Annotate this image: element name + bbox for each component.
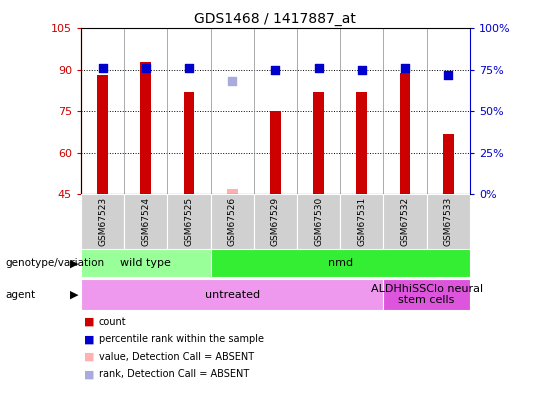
Point bbox=[98, 65, 107, 71]
Bar bbox=[340, 194, 383, 249]
Bar bbox=[227, 189, 238, 194]
Bar bbox=[97, 75, 108, 194]
Bar bbox=[81, 194, 124, 249]
Bar bbox=[211, 249, 470, 277]
Point bbox=[357, 67, 366, 73]
Bar bbox=[383, 279, 470, 310]
Text: ■: ■ bbox=[84, 335, 94, 344]
Text: GSM67533: GSM67533 bbox=[444, 197, 453, 246]
Bar bbox=[254, 194, 297, 249]
Text: genotype/variation: genotype/variation bbox=[5, 258, 105, 268]
Text: GSM67532: GSM67532 bbox=[401, 197, 409, 246]
Text: untreated: untreated bbox=[205, 290, 260, 300]
Bar bbox=[427, 194, 470, 249]
Bar bbox=[313, 92, 324, 194]
Point bbox=[314, 65, 323, 71]
Bar bbox=[400, 72, 410, 194]
Point bbox=[401, 65, 409, 71]
Bar bbox=[383, 194, 427, 249]
Text: GSM67530: GSM67530 bbox=[314, 197, 323, 246]
Point bbox=[185, 65, 193, 71]
Point bbox=[228, 78, 237, 85]
Bar bbox=[81, 279, 383, 310]
Bar bbox=[211, 194, 254, 249]
Bar bbox=[356, 92, 367, 194]
Text: count: count bbox=[99, 317, 126, 327]
Text: nmd: nmd bbox=[328, 258, 353, 268]
Text: GSM67523: GSM67523 bbox=[98, 197, 107, 246]
Text: ■: ■ bbox=[84, 369, 94, 379]
Bar bbox=[270, 111, 281, 194]
Text: GSM67525: GSM67525 bbox=[185, 197, 193, 246]
Text: GSM67524: GSM67524 bbox=[141, 197, 150, 246]
Bar bbox=[124, 194, 167, 249]
Text: rank, Detection Call = ABSENT: rank, Detection Call = ABSENT bbox=[99, 369, 249, 379]
Text: GSM67526: GSM67526 bbox=[228, 197, 237, 246]
Text: agent: agent bbox=[5, 290, 36, 300]
Text: GSM67531: GSM67531 bbox=[357, 197, 366, 246]
Text: ■: ■ bbox=[84, 352, 94, 362]
Bar bbox=[140, 62, 151, 194]
Bar bbox=[167, 194, 211, 249]
Bar bbox=[184, 92, 194, 194]
Text: ▶: ▶ bbox=[70, 258, 79, 268]
Text: ▶: ▶ bbox=[70, 290, 79, 300]
Bar bbox=[81, 249, 211, 277]
Title: GDS1468 / 1417887_at: GDS1468 / 1417887_at bbox=[194, 12, 356, 26]
Text: ■: ■ bbox=[84, 317, 94, 327]
Text: value, Detection Call = ABSENT: value, Detection Call = ABSENT bbox=[99, 352, 254, 362]
Bar bbox=[443, 134, 454, 194]
Point bbox=[141, 65, 150, 71]
Text: percentile rank within the sample: percentile rank within the sample bbox=[99, 335, 264, 344]
Text: wild type: wild type bbox=[120, 258, 171, 268]
Point bbox=[271, 67, 280, 73]
Text: ALDHhiSSClo neural
stem cells: ALDHhiSSClo neural stem cells bbox=[370, 284, 483, 305]
Text: GSM67529: GSM67529 bbox=[271, 197, 280, 246]
Point bbox=[444, 72, 453, 78]
Bar bbox=[297, 194, 340, 249]
